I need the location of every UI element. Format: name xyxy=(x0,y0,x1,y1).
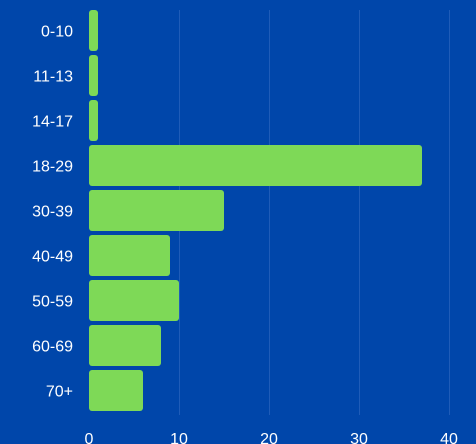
x-tick-label-40: 40 xyxy=(440,431,458,444)
category-label-30-39: 30-39 xyxy=(32,204,73,221)
bar-0-10 xyxy=(89,10,98,51)
bar-40-49 xyxy=(89,235,170,276)
category-label-40-49: 40-49 xyxy=(32,249,73,266)
x-tick-label-20: 20 xyxy=(260,431,278,444)
bar-30-39 xyxy=(89,190,224,231)
bar-50-59 xyxy=(89,280,179,321)
bar-11-13 xyxy=(89,55,98,96)
category-label-18-29: 18-29 xyxy=(32,159,73,176)
bar-60-69 xyxy=(89,325,161,366)
category-label-50-59: 50-59 xyxy=(32,294,73,311)
bar-70+ xyxy=(89,370,143,411)
bar-18-29 xyxy=(89,145,422,186)
category-labels: 0-10 11-13 14-17 18-29 30-39 40-49 50-59 60-69 7… xyxy=(32,24,73,401)
category-label-70+: 70+ xyxy=(46,384,73,401)
x-tick-label-0: 0 xyxy=(85,431,94,444)
category-label-14-17: 14-17 xyxy=(32,114,73,131)
x-tick-label-30: 30 xyxy=(350,431,368,444)
category-label-0-10: 0-10 xyxy=(41,24,73,41)
bar-layer xyxy=(89,10,422,411)
x-tick-label-10: 10 xyxy=(170,431,188,444)
category-label-11-13: 11-13 xyxy=(33,69,73,86)
bar-14-17 xyxy=(89,100,98,141)
x-tick-labels: 0 10 20 30 40 xyxy=(85,431,458,444)
category-label-60-69: 60-69 xyxy=(32,339,73,356)
